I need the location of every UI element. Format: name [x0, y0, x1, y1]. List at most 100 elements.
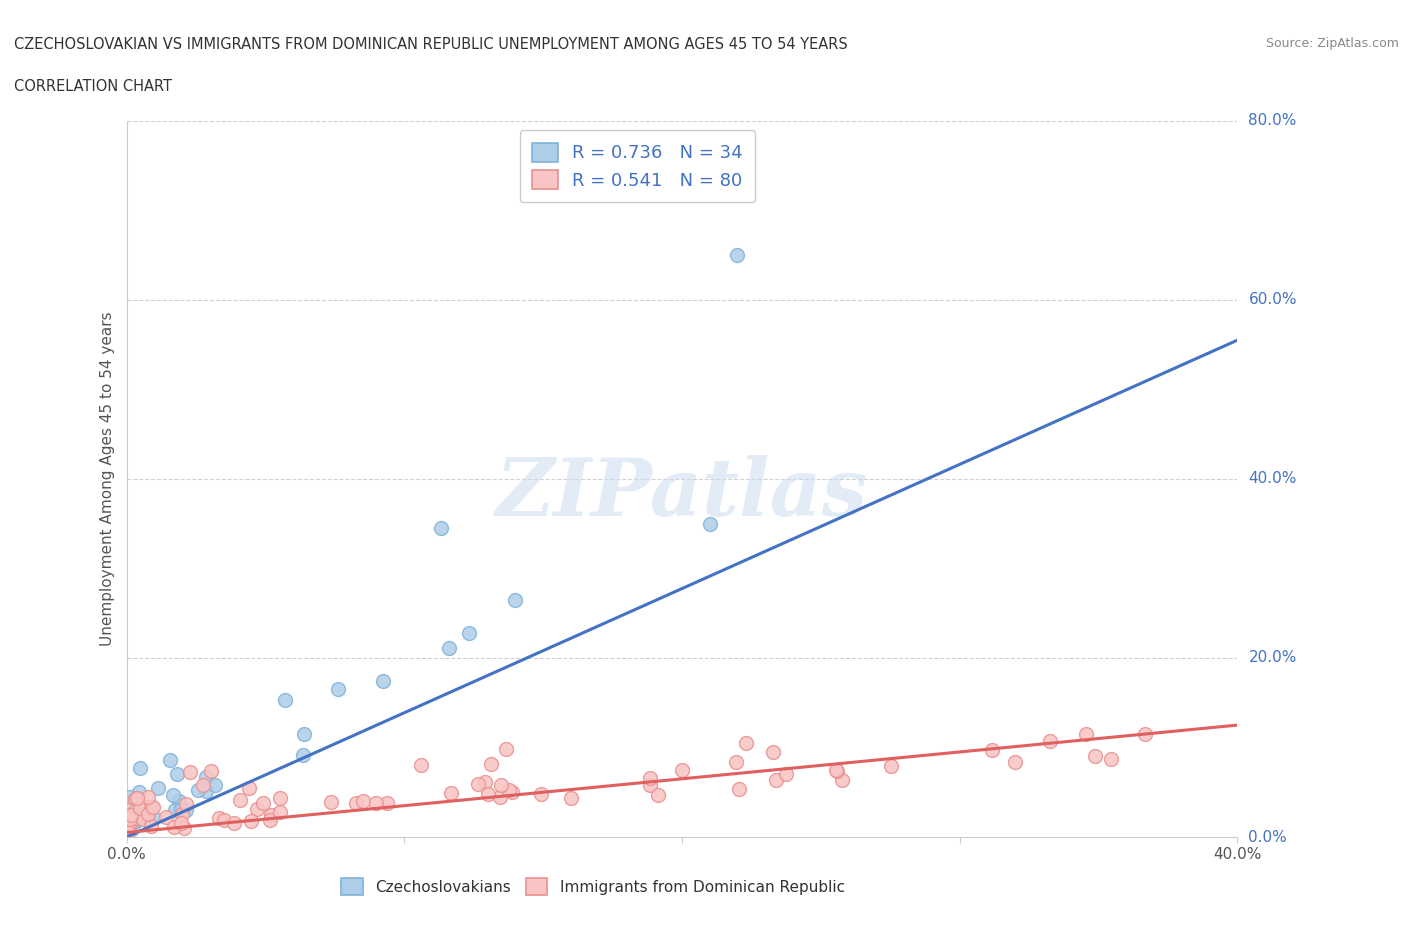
Point — [212, 813, 235, 828]
Point — [671, 763, 693, 777]
Point — [121, 821, 143, 836]
Point — [647, 787, 669, 802]
Point — [208, 810, 231, 825]
Point — [458, 626, 481, 641]
Point — [170, 816, 193, 830]
Point — [1004, 755, 1026, 770]
Point — [530, 787, 553, 802]
Point — [699, 516, 721, 531]
Point — [162, 819, 184, 834]
Point — [440, 786, 463, 801]
Point — [292, 726, 315, 741]
Point — [477, 787, 499, 802]
Point — [375, 796, 398, 811]
Point — [200, 764, 222, 778]
Point — [498, 782, 520, 797]
Point — [728, 781, 751, 796]
Point — [1133, 726, 1156, 741]
Point — [163, 803, 186, 817]
Point — [762, 745, 785, 760]
Point — [252, 795, 274, 810]
Point — [136, 790, 159, 804]
Point — [229, 792, 252, 807]
Point — [291, 748, 314, 763]
Point — [503, 592, 526, 607]
Point — [409, 757, 432, 772]
Point — [489, 790, 512, 804]
Point — [127, 813, 149, 828]
Point — [169, 801, 191, 816]
Point — [495, 742, 517, 757]
Point — [128, 761, 150, 776]
Y-axis label: Unemployment Among Ages 45 to 54 years: Unemployment Among Ages 45 to 54 years — [100, 312, 115, 646]
Point — [121, 808, 143, 823]
Point — [194, 770, 217, 785]
Point — [727, 247, 749, 262]
Point — [1074, 726, 1097, 741]
Text: 0.0%: 0.0% — [1249, 830, 1286, 844]
Point — [640, 771, 662, 786]
Point — [129, 801, 152, 816]
Text: 20.0%: 20.0% — [1249, 650, 1296, 666]
Point — [1039, 734, 1062, 749]
Point — [479, 756, 502, 771]
Point — [120, 817, 142, 831]
Point — [173, 820, 195, 835]
Point — [124, 804, 146, 818]
Point — [501, 785, 523, 800]
Point — [366, 795, 388, 810]
Point — [170, 806, 193, 821]
Legend: Czechoslovakians, Immigrants from Dominican Republic: Czechoslovakians, Immigrants from Domini… — [335, 872, 851, 901]
Point — [259, 813, 281, 828]
Point — [162, 788, 184, 803]
Point — [638, 777, 661, 792]
Point — [326, 682, 349, 697]
Point — [437, 640, 460, 655]
Point — [1099, 751, 1122, 766]
Point — [118, 790, 141, 804]
Point — [430, 521, 453, 536]
Point — [124, 810, 146, 825]
Point — [344, 795, 367, 810]
Point — [174, 796, 197, 811]
Point — [467, 777, 489, 791]
Point — [166, 766, 188, 781]
Point — [765, 773, 787, 788]
Point — [120, 812, 142, 827]
Point — [269, 804, 291, 819]
Point — [143, 810, 166, 825]
Point — [352, 794, 374, 809]
Point — [246, 802, 269, 817]
Point — [132, 811, 155, 826]
Text: CZECHOSLOVAKIAN VS IMMIGRANTS FROM DOMINICAN REPUBLIC UNEMPLOYMENT AMONG AGES 45: CZECHOSLOVAKIAN VS IMMIGRANTS FROM DOMIN… — [14, 37, 848, 52]
Point — [204, 777, 226, 792]
Point — [489, 777, 512, 792]
Point — [134, 799, 156, 814]
Point — [195, 783, 218, 798]
Point — [135, 800, 157, 815]
Point — [187, 783, 209, 798]
Point — [191, 778, 214, 793]
Point — [560, 790, 582, 805]
Point — [121, 814, 143, 829]
Text: 60.0%: 60.0% — [1249, 292, 1296, 308]
Point — [260, 807, 283, 822]
Point — [474, 775, 496, 790]
Point — [124, 808, 146, 823]
Text: CORRELATION CHART: CORRELATION CHART — [14, 79, 172, 94]
Point — [224, 816, 246, 830]
Point — [269, 790, 291, 805]
Text: Source: ZipAtlas.com: Source: ZipAtlas.com — [1265, 37, 1399, 50]
Point — [136, 807, 159, 822]
Point — [142, 800, 165, 815]
Point — [117, 803, 139, 817]
Point — [980, 742, 1002, 757]
Point — [274, 693, 297, 708]
Point — [240, 813, 263, 828]
Point — [148, 780, 170, 795]
Point — [725, 754, 748, 769]
Point — [117, 824, 139, 839]
Point — [167, 793, 190, 808]
Point — [238, 780, 260, 795]
Point — [880, 759, 903, 774]
